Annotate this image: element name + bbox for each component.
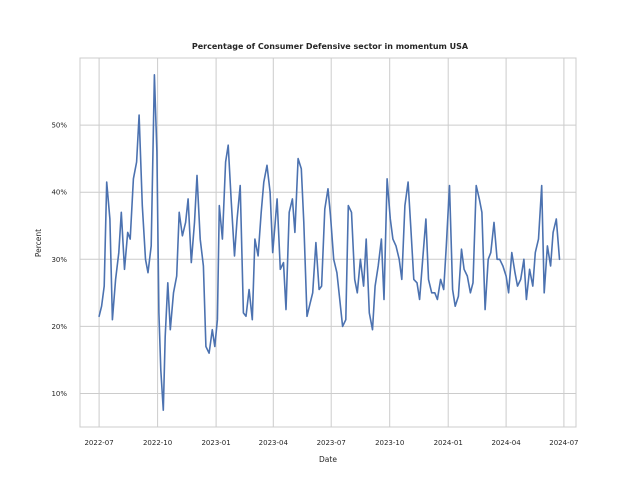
y-axis-label: Percent: [34, 229, 43, 257]
x-tick-label: 2023-07: [317, 439, 346, 447]
y-tick-label: 10%: [51, 390, 67, 398]
x-tick-label: 2024-04: [491, 439, 521, 447]
x-tick-label: 2024-01: [434, 439, 463, 447]
x-tick-label: 2023-10: [375, 439, 404, 447]
series-layer: [98, 74, 561, 412]
chart-title: Percentage of Consumer Defensive sector …: [192, 42, 469, 51]
x-tick-label: 2023-01: [201, 439, 230, 447]
x-tick-label: 2022-10: [143, 439, 172, 447]
tick-label-layer: 2022-07 2022-10 2023-01 2023-04 2023-07 2023-…: [51, 122, 578, 447]
y-tick-label: 40%: [51, 189, 67, 197]
y-tick-label: 50%: [51, 122, 67, 130]
y-tick-label: 20%: [51, 323, 67, 331]
x-tick-label: 2024-07: [549, 439, 578, 447]
x-tick-label: 2022-07: [84, 439, 113, 447]
plot-frame: [79, 57, 577, 428]
y-tick-label: 30%: [51, 256, 67, 264]
x-axis-label: Date: [319, 455, 337, 464]
x-tick-label: 2023-04: [259, 439, 289, 447]
series-line: [98, 74, 561, 412]
